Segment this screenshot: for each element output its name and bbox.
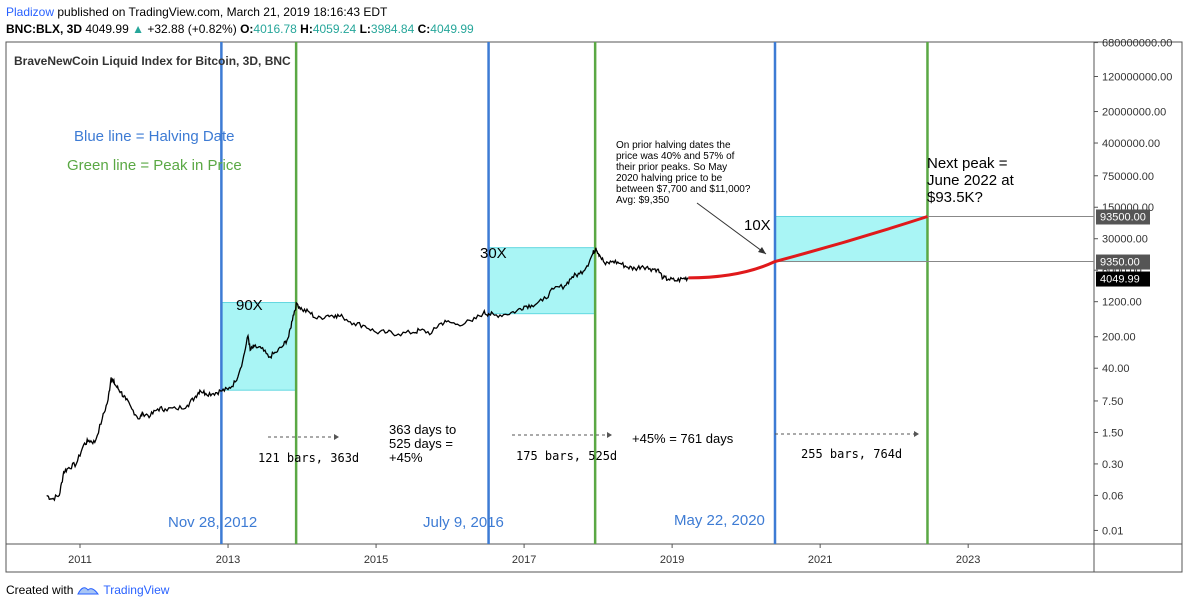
x-tick-label: 2023: [956, 554, 980, 566]
legend-peak: Green line = Peak in Price: [67, 157, 242, 174]
legend-halving: Blue line = Halving Date: [74, 128, 235, 145]
bars-label-2: 175 bars, 525d: [516, 449, 617, 463]
halving-date-3: May 22, 2020: [674, 512, 765, 529]
ohlc-bar: BNC:BLX, 3D 4049.99 ▲ +32.88 (+0.82%) O:…: [6, 22, 474, 36]
published-text: published on TradingView.com, March 21, …: [57, 5, 388, 19]
note-line-1: On prior halving dates the: [616, 140, 731, 151]
price-label: 93500.00: [1100, 211, 1146, 223]
y-tick-label: 0.06: [1102, 490, 1123, 502]
y-tick-label: 20000000.00: [1102, 107, 1166, 119]
halving-note: On prior halving dates the price was 40%…: [616, 140, 751, 206]
y-tick-label: 7.50: [1102, 396, 1123, 408]
multiplier-90x: 90X: [236, 297, 263, 314]
y-tick-label: 120000000.00: [1102, 71, 1172, 83]
publish-info: Pladizow published on TradingView.com, M…: [6, 5, 387, 19]
up-triangle-icon: ▲: [132, 22, 144, 36]
note-line-5: between $7,700 and $11,000?: [616, 184, 751, 195]
multiplier-10x: 10X: [744, 217, 771, 234]
change-value: +32.88 (+0.82%): [147, 22, 237, 36]
created-with-label: Created with: [6, 583, 74, 597]
y-tick-label: 0.30: [1102, 459, 1123, 471]
low-value: 3984.84: [370, 22, 415, 36]
y-tick-label: 0.01: [1102, 525, 1123, 537]
note-line-6: Avg: $9,350: [616, 195, 670, 206]
tradingview-brand[interactable]: TradingView: [103, 583, 170, 597]
y-tick-label: 40.00: [1102, 363, 1130, 375]
arrow-heads: [334, 431, 919, 440]
y-tick-label: 1200.00: [1102, 297, 1142, 309]
note-line-3: their prior peaks. So May: [616, 162, 727, 173]
note-pointer-head: [758, 247, 766, 254]
arrow-head-2: [607, 432, 612, 438]
y-tick-label: 1.50: [1102, 427, 1123, 439]
symbol-label: BNC:BLX, 3D: [6, 22, 83, 36]
price-label-bg: [1096, 254, 1150, 270]
x-tick-label: 2019: [660, 554, 684, 566]
y-tick-label: 4000000.00: [1102, 138, 1160, 150]
halving-date-2: July 9, 2016: [423, 514, 504, 531]
note-line-4: 2020 halving price to be: [616, 173, 723, 184]
chart-title: BraveNewCoin Liquid Index for Bitcoin, 3…: [14, 54, 291, 68]
tradingview-logo-icon: [77, 587, 100, 595]
halving-date-1: Nov 28, 2012: [168, 514, 257, 531]
next-peak-line2: June 2022 at: [927, 172, 1015, 189]
projection-curve: [688, 215, 928, 280]
last-price: 4049.99: [85, 22, 129, 36]
note-line-2: price was 40% and 57% of: [616, 151, 735, 162]
y-tick-label: 680000000.00: [1102, 38, 1172, 50]
x-tick-label: 2013: [216, 554, 240, 566]
measure-arrows: [268, 433, 914, 438]
author-link[interactable]: Pladizow: [6, 5, 55, 19]
bars-label-1: 121 bars, 363d: [258, 451, 359, 465]
open-label: O:: [240, 22, 254, 36]
mid-text-1-line3: +45%: [389, 450, 423, 465]
y-tick-label: 200.00: [1102, 332, 1136, 344]
range-box-2: [488, 247, 596, 315]
footer: Created with TradingView: [6, 583, 169, 597]
low-label: L:: [359, 22, 371, 36]
mid-text-2: +45% = 761 days: [632, 431, 734, 446]
next-peak-line3: $93.5K?: [927, 189, 983, 206]
price-label: 9350.00: [1100, 257, 1140, 269]
y-tick-label: 30000.00: [1102, 234, 1148, 246]
arrow-head-1: [334, 434, 339, 440]
note-pointer: [696, 202, 767, 255]
multiplier-30x: 30X: [480, 245, 507, 262]
high-value: 4059.24: [312, 22, 357, 36]
price-label: 4049.99: [1100, 274, 1140, 286]
high-label: H:: [300, 22, 313, 36]
mid-text-1-line1: 363 days to: [389, 422, 456, 437]
next-peak-line1: Next peak =: [927, 155, 1008, 172]
close-label: C:: [417, 22, 431, 36]
x-tick-label: 2017: [512, 554, 536, 566]
price-label-bg: [1096, 271, 1150, 287]
price-series-line: [46, 247, 689, 502]
x-tick-label: 2011: [68, 554, 92, 566]
bars-label-3: 255 bars, 764d: [801, 447, 902, 461]
price-label-bg: [1096, 209, 1150, 225]
open-value: 4016.78: [253, 22, 297, 36]
arrow-head-3: [914, 431, 919, 437]
y-tick-label: 750000.00: [1102, 171, 1154, 183]
x-tick-label: 2015: [364, 554, 388, 566]
mid-text-1-line2: 525 days =: [389, 436, 453, 451]
close-value: 4049.99: [430, 22, 474, 36]
x-tick-label: 2021: [808, 554, 832, 566]
